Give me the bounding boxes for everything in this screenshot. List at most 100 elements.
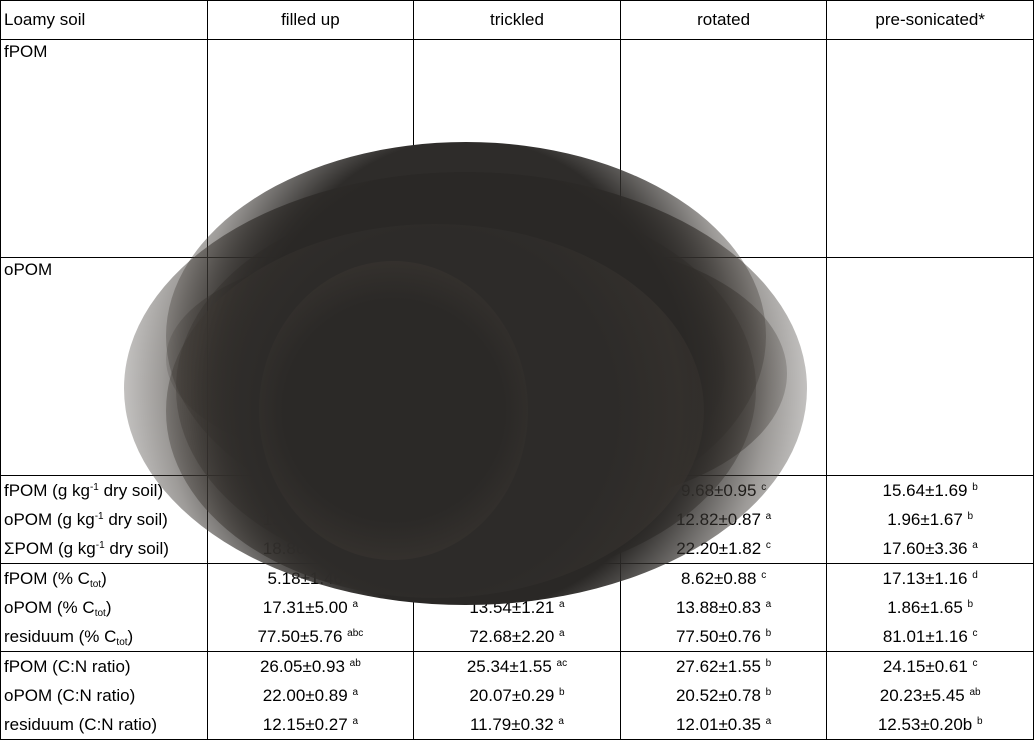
row-label: oPOM (C:N ratio) bbox=[1, 681, 208, 710]
value: 13.88±0.83 bbox=[676, 598, 761, 617]
table-body: Loamy soilfilled uptrickledrotatedpre-so… bbox=[1, 1, 1034, 740]
value-cell: 81.01±1.16 c bbox=[827, 622, 1034, 652]
value: 8.62±0.88 bbox=[681, 569, 757, 588]
header-cell: filled up bbox=[207, 1, 414, 40]
value-cell: 1.86±1.65 b bbox=[827, 593, 1034, 622]
significance-letter: a bbox=[559, 628, 565, 639]
significance-letter: b bbox=[559, 687, 565, 698]
value-cell: 20.07±0.29 b bbox=[414, 681, 621, 710]
significance-letter: a bbox=[766, 511, 772, 522]
value: 22.00±0.89 bbox=[263, 686, 348, 705]
sub: tot bbox=[90, 579, 101, 590]
significance-letter: ab bbox=[350, 658, 361, 669]
value: 17.60±3.36 bbox=[883, 539, 968, 558]
significance-letter: b bbox=[972, 482, 978, 493]
significance-letter: a bbox=[559, 599, 565, 610]
value: 17.31±5.00 bbox=[263, 598, 348, 617]
value-cell: 77.50±0.76 b bbox=[620, 622, 827, 652]
significance-letter: b bbox=[968, 511, 974, 522]
significance-letter: b bbox=[766, 658, 772, 669]
value: 1.86±1.65 bbox=[887, 598, 963, 617]
text: residuum (% C bbox=[4, 627, 116, 646]
significance-letter: b bbox=[766, 687, 772, 698]
value-cell: 13.88±0.83 a bbox=[620, 593, 827, 622]
value: 26.05±0.93 bbox=[260, 657, 345, 676]
text: ) bbox=[128, 627, 134, 646]
text: dry soil) bbox=[104, 510, 168, 529]
sup: -1 bbox=[96, 540, 105, 551]
significance-letter: ab bbox=[969, 687, 980, 698]
value: 12.01±0.35 bbox=[676, 715, 761, 734]
significance-letter: c bbox=[973, 658, 978, 669]
significance-letter: b bbox=[766, 628, 772, 639]
text: fPOM (% C bbox=[4, 569, 90, 588]
value: 72.68±2.20 bbox=[469, 627, 554, 646]
value-cell: 22.00±0.89 a bbox=[207, 681, 414, 710]
value: 25.34±1.55 bbox=[467, 657, 552, 676]
significance-letter: abc bbox=[347, 628, 363, 639]
text: ) bbox=[101, 569, 107, 588]
photo-row: oPOM bbox=[1, 258, 1034, 476]
text: ΣPOM (g kg bbox=[4, 539, 96, 558]
sup: -1 bbox=[95, 511, 104, 522]
row-label: fPOM (% Ctot) bbox=[1, 564, 208, 594]
value-cell: 12.01±0.35 a bbox=[620, 710, 827, 740]
significance-letter: a bbox=[352, 716, 358, 727]
value-cell: 25.34±1.55 ac bbox=[414, 652, 621, 682]
text: oPOM (C:N ratio) bbox=[4, 686, 135, 705]
value: 12.15±0.27 bbox=[263, 715, 348, 734]
significance-letter: a bbox=[972, 540, 978, 551]
row-label: oPOM (g kg-1 dry soil) bbox=[1, 505, 208, 534]
significance-letter: b bbox=[968, 599, 974, 610]
value-cell: 27.62±1.55 b bbox=[620, 652, 827, 682]
sub: tot bbox=[116, 637, 127, 648]
value: 11.79±0.32 bbox=[470, 715, 554, 734]
value-cell: 11.79±0.32 a bbox=[414, 710, 621, 740]
significance-letter: b bbox=[977, 716, 983, 727]
header-cell: rotated bbox=[620, 1, 827, 40]
significance-letter: a bbox=[766, 716, 772, 727]
row-label: ΣPOM (g kg-1 dry soil) bbox=[1, 534, 208, 564]
value-cell: 17.13±1.16 d bbox=[827, 564, 1034, 594]
row-label: oPOM (% Ctot) bbox=[1, 593, 208, 622]
row-label: residuum (% Ctot) bbox=[1, 622, 208, 652]
value-cell: 15.64±1.69 b bbox=[827, 476, 1034, 506]
header-cell: Loamy soil bbox=[1, 1, 208, 40]
text: dry soil) bbox=[99, 481, 163, 500]
significance-letter: c bbox=[761, 570, 766, 581]
value: 15.64±1.69 bbox=[883, 481, 968, 500]
significance-letter: a bbox=[558, 716, 564, 727]
value-cell: 1.96±1.67 b bbox=[827, 505, 1034, 534]
significance-letter: a bbox=[766, 599, 772, 610]
value-cell: 24.15±0.61 c bbox=[827, 652, 1034, 682]
text: fPOM (g kg bbox=[4, 481, 90, 500]
data-row: fPOM (C:N ratio)26.05±0.93 ab25.34±1.55 … bbox=[1, 652, 1034, 682]
value: 12.53±0.20b bbox=[878, 715, 972, 734]
sub: tot bbox=[95, 608, 106, 619]
value-cell: 72.68±2.20 a bbox=[414, 622, 621, 652]
significance-letter: c bbox=[973, 628, 978, 639]
significance-letter: a bbox=[352, 687, 358, 698]
value-cell: 20.52±0.78 b bbox=[620, 681, 827, 710]
significance-letter: ac bbox=[557, 658, 568, 669]
text: oPOM (% C bbox=[4, 598, 95, 617]
text: residuum (C:N ratio) bbox=[4, 715, 157, 734]
value-cell: 17.60±3.36 a bbox=[827, 534, 1034, 564]
row-label: residuum (C:N ratio) bbox=[1, 710, 208, 740]
value: 77.50±5.76 bbox=[257, 627, 342, 646]
text: oPOM (g kg bbox=[4, 510, 95, 529]
photo-cell bbox=[827, 258, 1034, 476]
significance-letter: c bbox=[766, 540, 771, 551]
results-table: Loamy soilfilled uptrickledrotatedpre-so… bbox=[0, 0, 1034, 740]
text: dry soil) bbox=[105, 539, 169, 558]
value: 20.52±0.78 bbox=[676, 686, 761, 705]
significance-letter: a bbox=[352, 599, 358, 610]
value: 20.23±5.45 bbox=[880, 686, 965, 705]
value-cell: 12.53±0.20b b bbox=[827, 710, 1034, 740]
header-cell: trickled bbox=[414, 1, 621, 40]
value-cell: 77.50±5.76 abc bbox=[207, 622, 414, 652]
value: 77.50±0.76 bbox=[676, 627, 761, 646]
